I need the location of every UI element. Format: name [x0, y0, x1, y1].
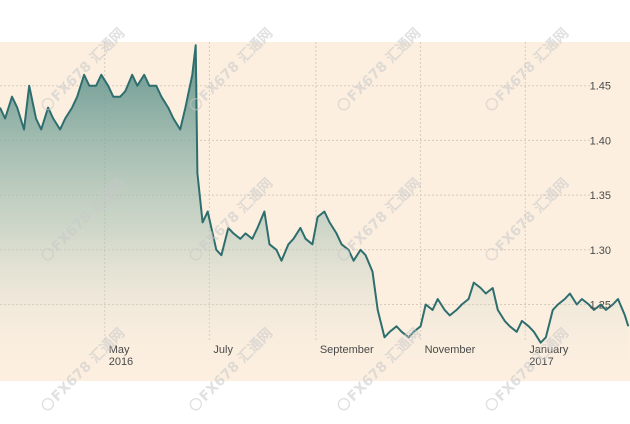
- y-tick-label: 1.25: [590, 299, 611, 311]
- y-tick-label: 1.45: [590, 81, 611, 93]
- x-tick-year-label: 2016: [109, 356, 133, 368]
- x-tick-label: July: [213, 344, 233, 356]
- x-tick-label: November: [425, 344, 476, 356]
- copyright-icon: [485, 97, 499, 111]
- y-tick-label: 1.35: [590, 190, 611, 202]
- y-tick-label: 1.30: [590, 245, 611, 257]
- copyright-icon: [41, 397, 55, 411]
- copyright-icon: [41, 247, 55, 261]
- series-line: [0, 44, 630, 344]
- copyright-icon: [485, 397, 499, 411]
- y-axis: 1.25 1.30 1.35 1.40 1.45: [590, 81, 611, 312]
- series-area: [0, 45, 629, 382]
- x-tick-label: January: [529, 344, 569, 356]
- copyright-icon: [337, 97, 351, 111]
- copyright-icon: [189, 247, 203, 261]
- copyright-icon: [337, 247, 351, 261]
- copyright-icon: [485, 247, 499, 261]
- y-tick-label: 1.40: [590, 135, 611, 147]
- copyright-icon: [41, 97, 55, 111]
- copyright-icon: [189, 97, 203, 111]
- copyright-icon: [189, 397, 203, 411]
- x-tick-label: May: [109, 344, 130, 356]
- copyright-icon: [337, 397, 351, 411]
- x-tick-label: September: [320, 344, 374, 356]
- x-tick-year-label: 2017: [529, 356, 553, 368]
